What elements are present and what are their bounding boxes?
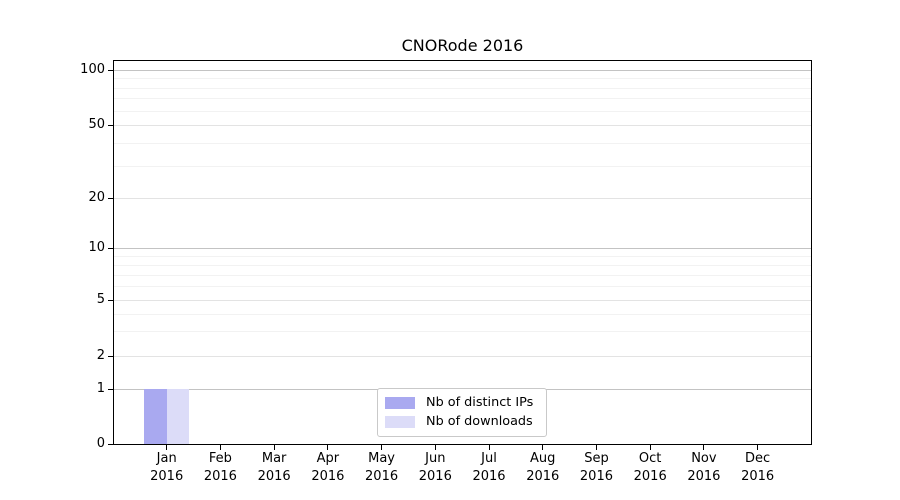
gridline-minor xyxy=(114,286,811,288)
y-tick xyxy=(108,124,113,126)
x-tick-label: Dec 2016 xyxy=(741,451,775,484)
y-tick xyxy=(108,69,113,71)
y-tick xyxy=(108,443,113,445)
gridline-minor xyxy=(114,255,811,257)
gridline-minor xyxy=(114,142,811,144)
gridline-minor xyxy=(114,313,811,315)
gridline-minor xyxy=(114,98,811,100)
x-tick xyxy=(434,445,436,450)
bar xyxy=(144,389,167,444)
x-tick-label: Jul 2016 xyxy=(472,451,506,484)
legend: Nb of distinct IPs Nb of downloads xyxy=(377,388,547,437)
x-tick xyxy=(488,445,490,450)
gridline-minor xyxy=(114,78,811,80)
x-tick-label: Apr 2016 xyxy=(311,451,345,484)
legend-item: Nb of downloads xyxy=(385,415,546,429)
y-tick-label: 2 xyxy=(96,348,105,363)
gridline-decade xyxy=(114,70,811,71)
y-tick-label: 10 xyxy=(88,240,105,255)
gridline-major xyxy=(114,125,811,126)
y-tick-label: 20 xyxy=(88,190,105,205)
gridline-decade xyxy=(114,248,811,249)
x-tick-label: Nov 2016 xyxy=(687,451,721,484)
y-tick xyxy=(108,247,113,249)
legend-label: Nb of distinct IPs xyxy=(426,395,534,410)
y-tick-label: 1 xyxy=(96,381,105,396)
x-tick xyxy=(381,445,383,450)
gridline-minor xyxy=(114,110,811,112)
chart-title: CNORode 2016 xyxy=(401,36,524,55)
x-tick xyxy=(757,445,759,450)
x-tick xyxy=(273,445,275,450)
x-tick xyxy=(219,445,221,450)
gridline-minor xyxy=(114,165,811,167)
gridline-minor xyxy=(114,274,811,276)
gridline-major xyxy=(114,300,811,301)
x-tick-label: May 2016 xyxy=(365,451,399,484)
y-tick-label: 5 xyxy=(96,292,105,307)
y-tick-label: 0 xyxy=(96,436,105,451)
x-tick xyxy=(542,445,544,450)
y-tick-label: 50 xyxy=(88,117,105,132)
gridline-minor xyxy=(114,264,811,266)
x-tick-label: Jan 2016 xyxy=(150,451,184,484)
y-tick xyxy=(108,388,113,390)
gridline-minor xyxy=(114,331,811,333)
x-tick-label: Sep 2016 xyxy=(579,451,613,484)
x-tick-label: Jun 2016 xyxy=(418,451,452,484)
x-tick xyxy=(166,445,168,450)
gridline-minor xyxy=(114,87,811,89)
x-tick xyxy=(595,445,597,450)
legend-label: Nb of downloads xyxy=(426,414,533,429)
gridline-major xyxy=(114,356,811,357)
x-tick-label: Oct 2016 xyxy=(633,451,667,484)
y-tick xyxy=(108,355,113,357)
plot-area xyxy=(113,60,812,445)
x-tick-label: Mar 2016 xyxy=(257,451,291,484)
legend-swatch-downloads xyxy=(385,416,415,428)
x-tick xyxy=(703,445,705,450)
x-tick xyxy=(649,445,651,450)
y-tick-label: 100 xyxy=(80,62,105,77)
gridline-major xyxy=(114,198,811,199)
x-tick-label: Feb 2016 xyxy=(203,451,237,484)
legend-swatch-distinct-ips xyxy=(385,397,415,409)
legend-item: Nb of distinct IPs xyxy=(385,396,546,410)
y-tick xyxy=(108,197,113,199)
bar xyxy=(166,389,190,444)
x-tick-label: Aug 2016 xyxy=(526,451,560,484)
x-tick xyxy=(327,445,329,450)
y-tick xyxy=(108,299,113,301)
